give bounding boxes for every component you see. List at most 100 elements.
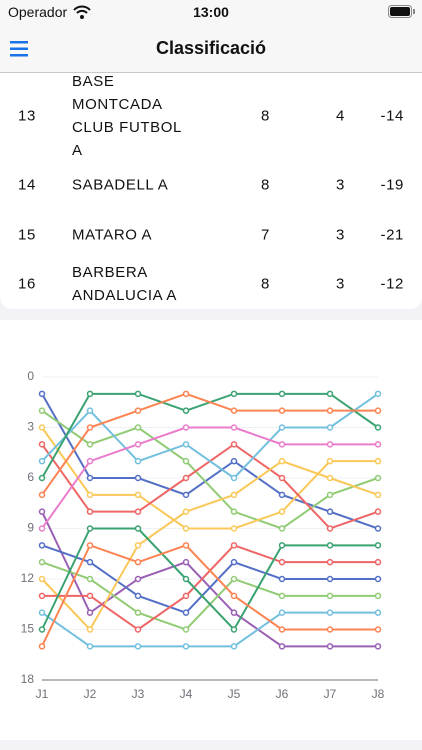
nav-bar: Classificació (0, 26, 422, 73)
x-tick-label: J3 (132, 687, 145, 701)
series-point (326, 407, 334, 414)
team-name: BARBERA ANDALUCIA A (72, 264, 177, 304)
played: 8 (261, 176, 270, 194)
series-point (230, 626, 238, 633)
series-point (134, 441, 142, 448)
series-point (38, 390, 46, 398)
y-tick-label: 18 (21, 672, 35, 686)
series-point (134, 407, 142, 414)
series-point (38, 592, 46, 600)
series-point (182, 626, 190, 633)
series-point (230, 508, 238, 515)
series-point (278, 626, 286, 633)
series-point (182, 508, 190, 515)
goal-difference: -19 (380, 176, 404, 194)
x-tick-label: J8 (372, 687, 385, 701)
series-point (326, 643, 334, 650)
series-point (374, 643, 382, 650)
series-point (86, 609, 94, 616)
series-point (38, 558, 46, 566)
series-point (326, 592, 334, 600)
series-point (374, 407, 382, 414)
series-point (182, 390, 190, 398)
series-point (278, 558, 286, 566)
series-point (134, 390, 142, 398)
chart-background (0, 320, 422, 740)
series-point (86, 491, 94, 499)
series-point (278, 542, 286, 549)
goal-difference: -21 (380, 226, 404, 244)
series-point (326, 542, 334, 549)
played: 8 (261, 107, 270, 125)
goal-difference: -14 (380, 107, 404, 125)
series-point (134, 592, 142, 600)
series-point (326, 508, 334, 515)
series-point (86, 525, 94, 532)
series-point (374, 525, 382, 532)
played: 7 (261, 226, 270, 244)
series-point (182, 441, 190, 448)
series-point (374, 390, 382, 398)
series-point (374, 542, 382, 549)
series-point (374, 626, 382, 633)
series-point (182, 542, 190, 549)
played: 8 (261, 275, 270, 293)
x-tick-label: J6 (276, 687, 289, 701)
series-point (278, 424, 286, 431)
series-point (230, 558, 238, 566)
y-tick-label: 15 (21, 622, 35, 636)
series-point (38, 407, 46, 414)
series-point (278, 609, 286, 616)
series-line (41, 527, 378, 632)
series-point (86, 626, 94, 633)
series-point (38, 457, 46, 465)
menu-button[interactable] (10, 40, 30, 58)
series-point (326, 441, 334, 448)
series-point (374, 592, 382, 600)
series-point (182, 609, 190, 616)
series-line (41, 544, 378, 647)
standings-table: 13 BASE MONTCADA CLUB FUTBOL A 8 4 -14 14 SABA… (0, 73, 422, 309)
series-line (41, 544, 378, 614)
points: 3 (336, 226, 345, 244)
series-point (86, 542, 94, 549)
series-point (86, 424, 94, 431)
position: 15 (18, 226, 36, 244)
series-point (230, 474, 238, 482)
series-point (326, 474, 334, 482)
series-point (182, 457, 190, 465)
series-point (374, 491, 382, 499)
series-point (230, 643, 238, 650)
series-point (182, 558, 190, 566)
series-point (278, 525, 286, 532)
series-point (134, 542, 142, 549)
series-point (134, 424, 142, 431)
series-point (86, 474, 94, 482)
series-point (230, 424, 238, 431)
series-point (38, 542, 46, 549)
nav-title: Classificació (155, 38, 267, 58)
carrier: Operador (8, 4, 68, 20)
series-point (326, 558, 334, 566)
series-line (41, 611, 378, 648)
series-point (374, 441, 382, 448)
series-point (326, 457, 334, 465)
series-point (230, 592, 238, 600)
points: 3 (336, 275, 345, 293)
series-point (86, 592, 94, 600)
series-point (134, 626, 142, 633)
series-point (86, 643, 94, 650)
series-point (230, 575, 238, 583)
series-point (182, 575, 190, 583)
series-point (230, 390, 238, 398)
series-point (86, 457, 94, 465)
series-point (374, 575, 382, 583)
series-point (230, 542, 238, 549)
x-tick-label: J2 (84, 687, 97, 701)
series-point (278, 575, 286, 583)
series-point (134, 643, 142, 650)
series-point (374, 474, 382, 482)
series-point (278, 457, 286, 465)
y-tick-label: 0 (27, 369, 34, 383)
